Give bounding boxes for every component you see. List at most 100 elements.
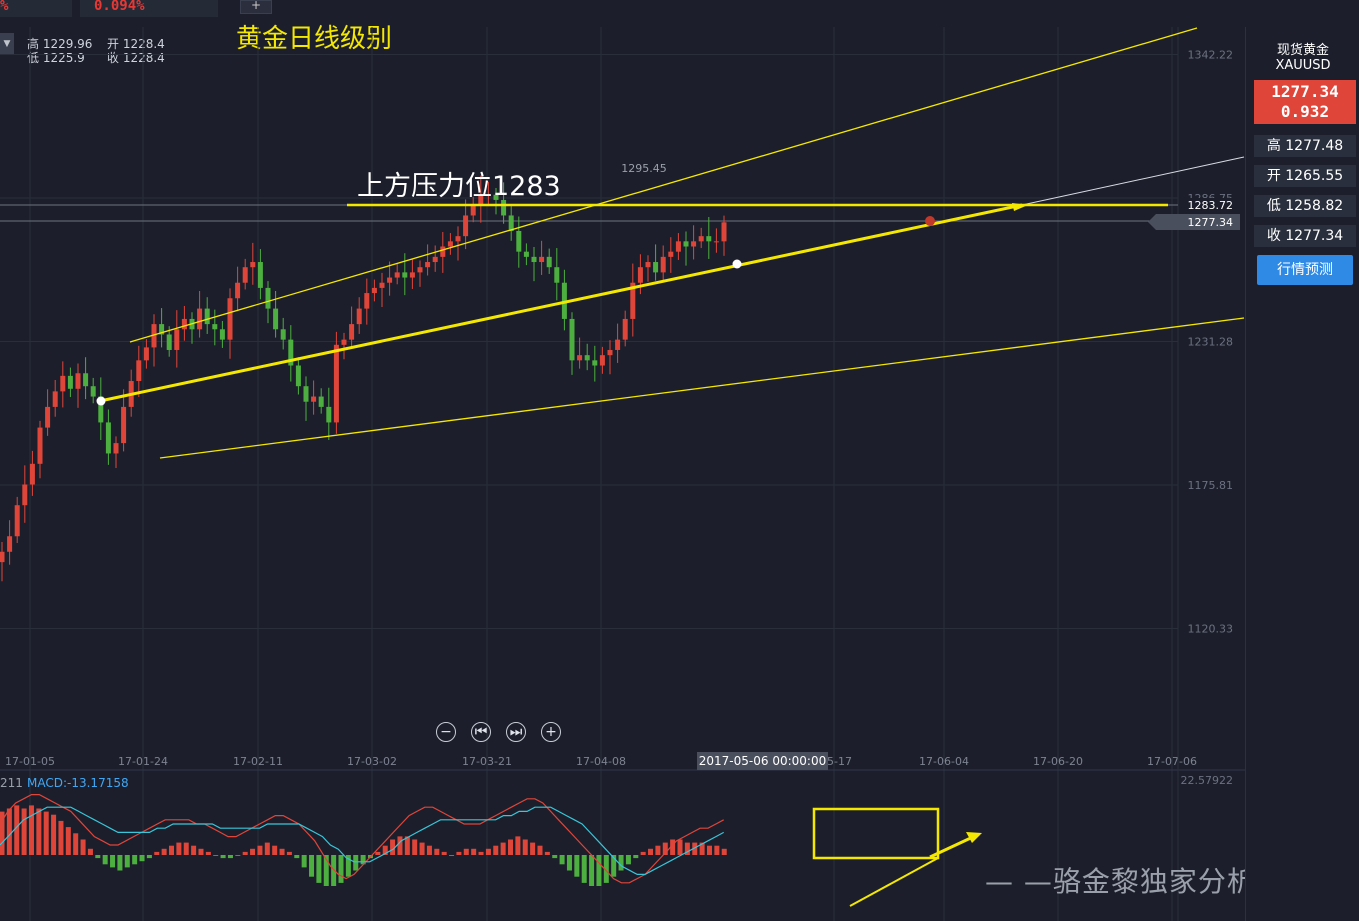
add-button[interactable]: + — [240, 0, 272, 14]
candle-body — [143, 347, 149, 361]
candle-body — [706, 236, 712, 242]
macd-bar — [345, 855, 351, 877]
macd-bar — [14, 805, 20, 855]
macd-bar — [316, 855, 322, 883]
macd-bar — [21, 808, 27, 855]
candle-body — [402, 272, 408, 278]
x-tick-label: 17-03-02 — [347, 755, 397, 768]
candle-body — [607, 349, 613, 356]
macd-bar — [508, 839, 514, 855]
macd-bar — [323, 855, 329, 886]
macd-bar — [235, 855, 241, 856]
collapse-arrow-icon[interactable]: ▼ — [0, 33, 14, 55]
instrument-name: 现货黄金 — [1276, 43, 1329, 58]
quote-low: 低 1258.82 — [1254, 195, 1356, 217]
candle-body — [311, 396, 317, 402]
candle-body — [29, 463, 35, 485]
candle-body — [333, 344, 339, 423]
macd-bar — [603, 855, 609, 883]
candle-body — [539, 256, 545, 263]
ohlc-high: 高 1229.96 — [27, 37, 93, 51]
macd-bar — [537, 845, 543, 855]
y-tick-label: 1231.28 — [1188, 336, 1234, 349]
candle-body — [364, 293, 370, 309]
macd-prefix: 211 — [0, 776, 23, 790]
candle-body — [60, 375, 66, 392]
macd-bar — [73, 833, 79, 855]
touch-point — [732, 259, 742, 269]
candle-body — [197, 308, 203, 330]
macd-arrow-head — [966, 832, 982, 843]
peak-label: 1295.45 — [621, 162, 667, 175]
macd-bar — [213, 855, 219, 856]
quote-panel: 现货黄金 XAUUSD 1277.34 0.932 高 1277.48 开 12… — [1245, 27, 1359, 921]
candle-body — [432, 256, 438, 263]
candle-body — [288, 339, 294, 366]
macd-bar — [441, 851, 447, 855]
scroll-start-button[interactable]: ⏮ — [471, 722, 491, 742]
macd-bar — [515, 836, 521, 855]
y-tick-label: 1342.22 — [1188, 49, 1234, 62]
macd-bar — [264, 842, 270, 855]
x-tick-label: 17-02-11 — [233, 755, 283, 768]
macd-bar — [581, 855, 587, 883]
macd-bar — [198, 848, 204, 855]
macd-bar — [95, 855, 101, 859]
candle-body — [592, 360, 598, 366]
candle-body — [181, 318, 187, 330]
candle-body — [174, 329, 180, 350]
candle-body — [45, 406, 51, 428]
candle-body — [250, 262, 256, 268]
candle-body — [447, 241, 453, 247]
macd-bar — [692, 842, 698, 855]
macd-bar — [530, 842, 536, 855]
macd-bar — [220, 855, 226, 859]
candle-body — [577, 355, 583, 361]
macd-bar — [426, 845, 432, 855]
macd-bar — [43, 811, 49, 855]
y-tick-label: 1120.33 — [1188, 623, 1234, 636]
candle-body — [341, 339, 347, 345]
zoom-out-button[interactable]: − — [436, 722, 456, 742]
price-chart[interactable]: 1342.221286.751231.281175.811120.3317-01… — [0, 0, 1245, 921]
candle-body — [440, 246, 446, 257]
macd-bar — [191, 845, 197, 855]
macd-bar — [390, 839, 396, 855]
y-tick-label: 1175.81 — [1188, 479, 1234, 492]
last-price-box: 1277.34 0.932 — [1254, 80, 1356, 124]
macd-bar — [0, 811, 5, 855]
candle-body — [212, 324, 218, 330]
candle-body — [75, 373, 81, 389]
macd-dif-line — [0, 794, 724, 884]
x-tick-label: 17-07-06 — [1147, 755, 1197, 768]
macd-bar — [618, 855, 624, 871]
watermark: — —骆金黎独家分析 — [985, 865, 1256, 898]
candle-body — [630, 282, 636, 319]
candle-body — [387, 277, 393, 283]
candle-body — [463, 215, 469, 237]
macd-bar — [242, 851, 248, 855]
macd-bar — [286, 851, 292, 855]
candle-body — [417, 267, 423, 273]
scroll-end-button[interactable]: ⏭ — [506, 722, 526, 742]
quote-open: 开 1265.55 — [1254, 165, 1356, 187]
macd-bar — [146, 855, 152, 859]
macd-bar — [648, 848, 654, 855]
macd-bar — [485, 848, 491, 855]
forecast-button[interactable]: 行情预测 — [1257, 255, 1353, 285]
macd-bar — [611, 855, 617, 877]
candle-body — [425, 262, 431, 268]
candle-body — [83, 373, 89, 387]
zoom-in-button[interactable]: + — [541, 722, 561, 742]
macd-bar — [58, 820, 64, 855]
macd-bar — [456, 851, 462, 855]
macd-bar — [714, 845, 720, 855]
candle-body — [668, 251, 674, 257]
candle-body — [0, 551, 5, 563]
macd-bar — [272, 845, 278, 855]
candle-body — [394, 272, 400, 278]
change-pct: 0.094% — [94, 0, 145, 14]
macd-bar — [51, 814, 57, 855]
candle-body — [371, 287, 377, 294]
candle-body — [98, 396, 104, 423]
